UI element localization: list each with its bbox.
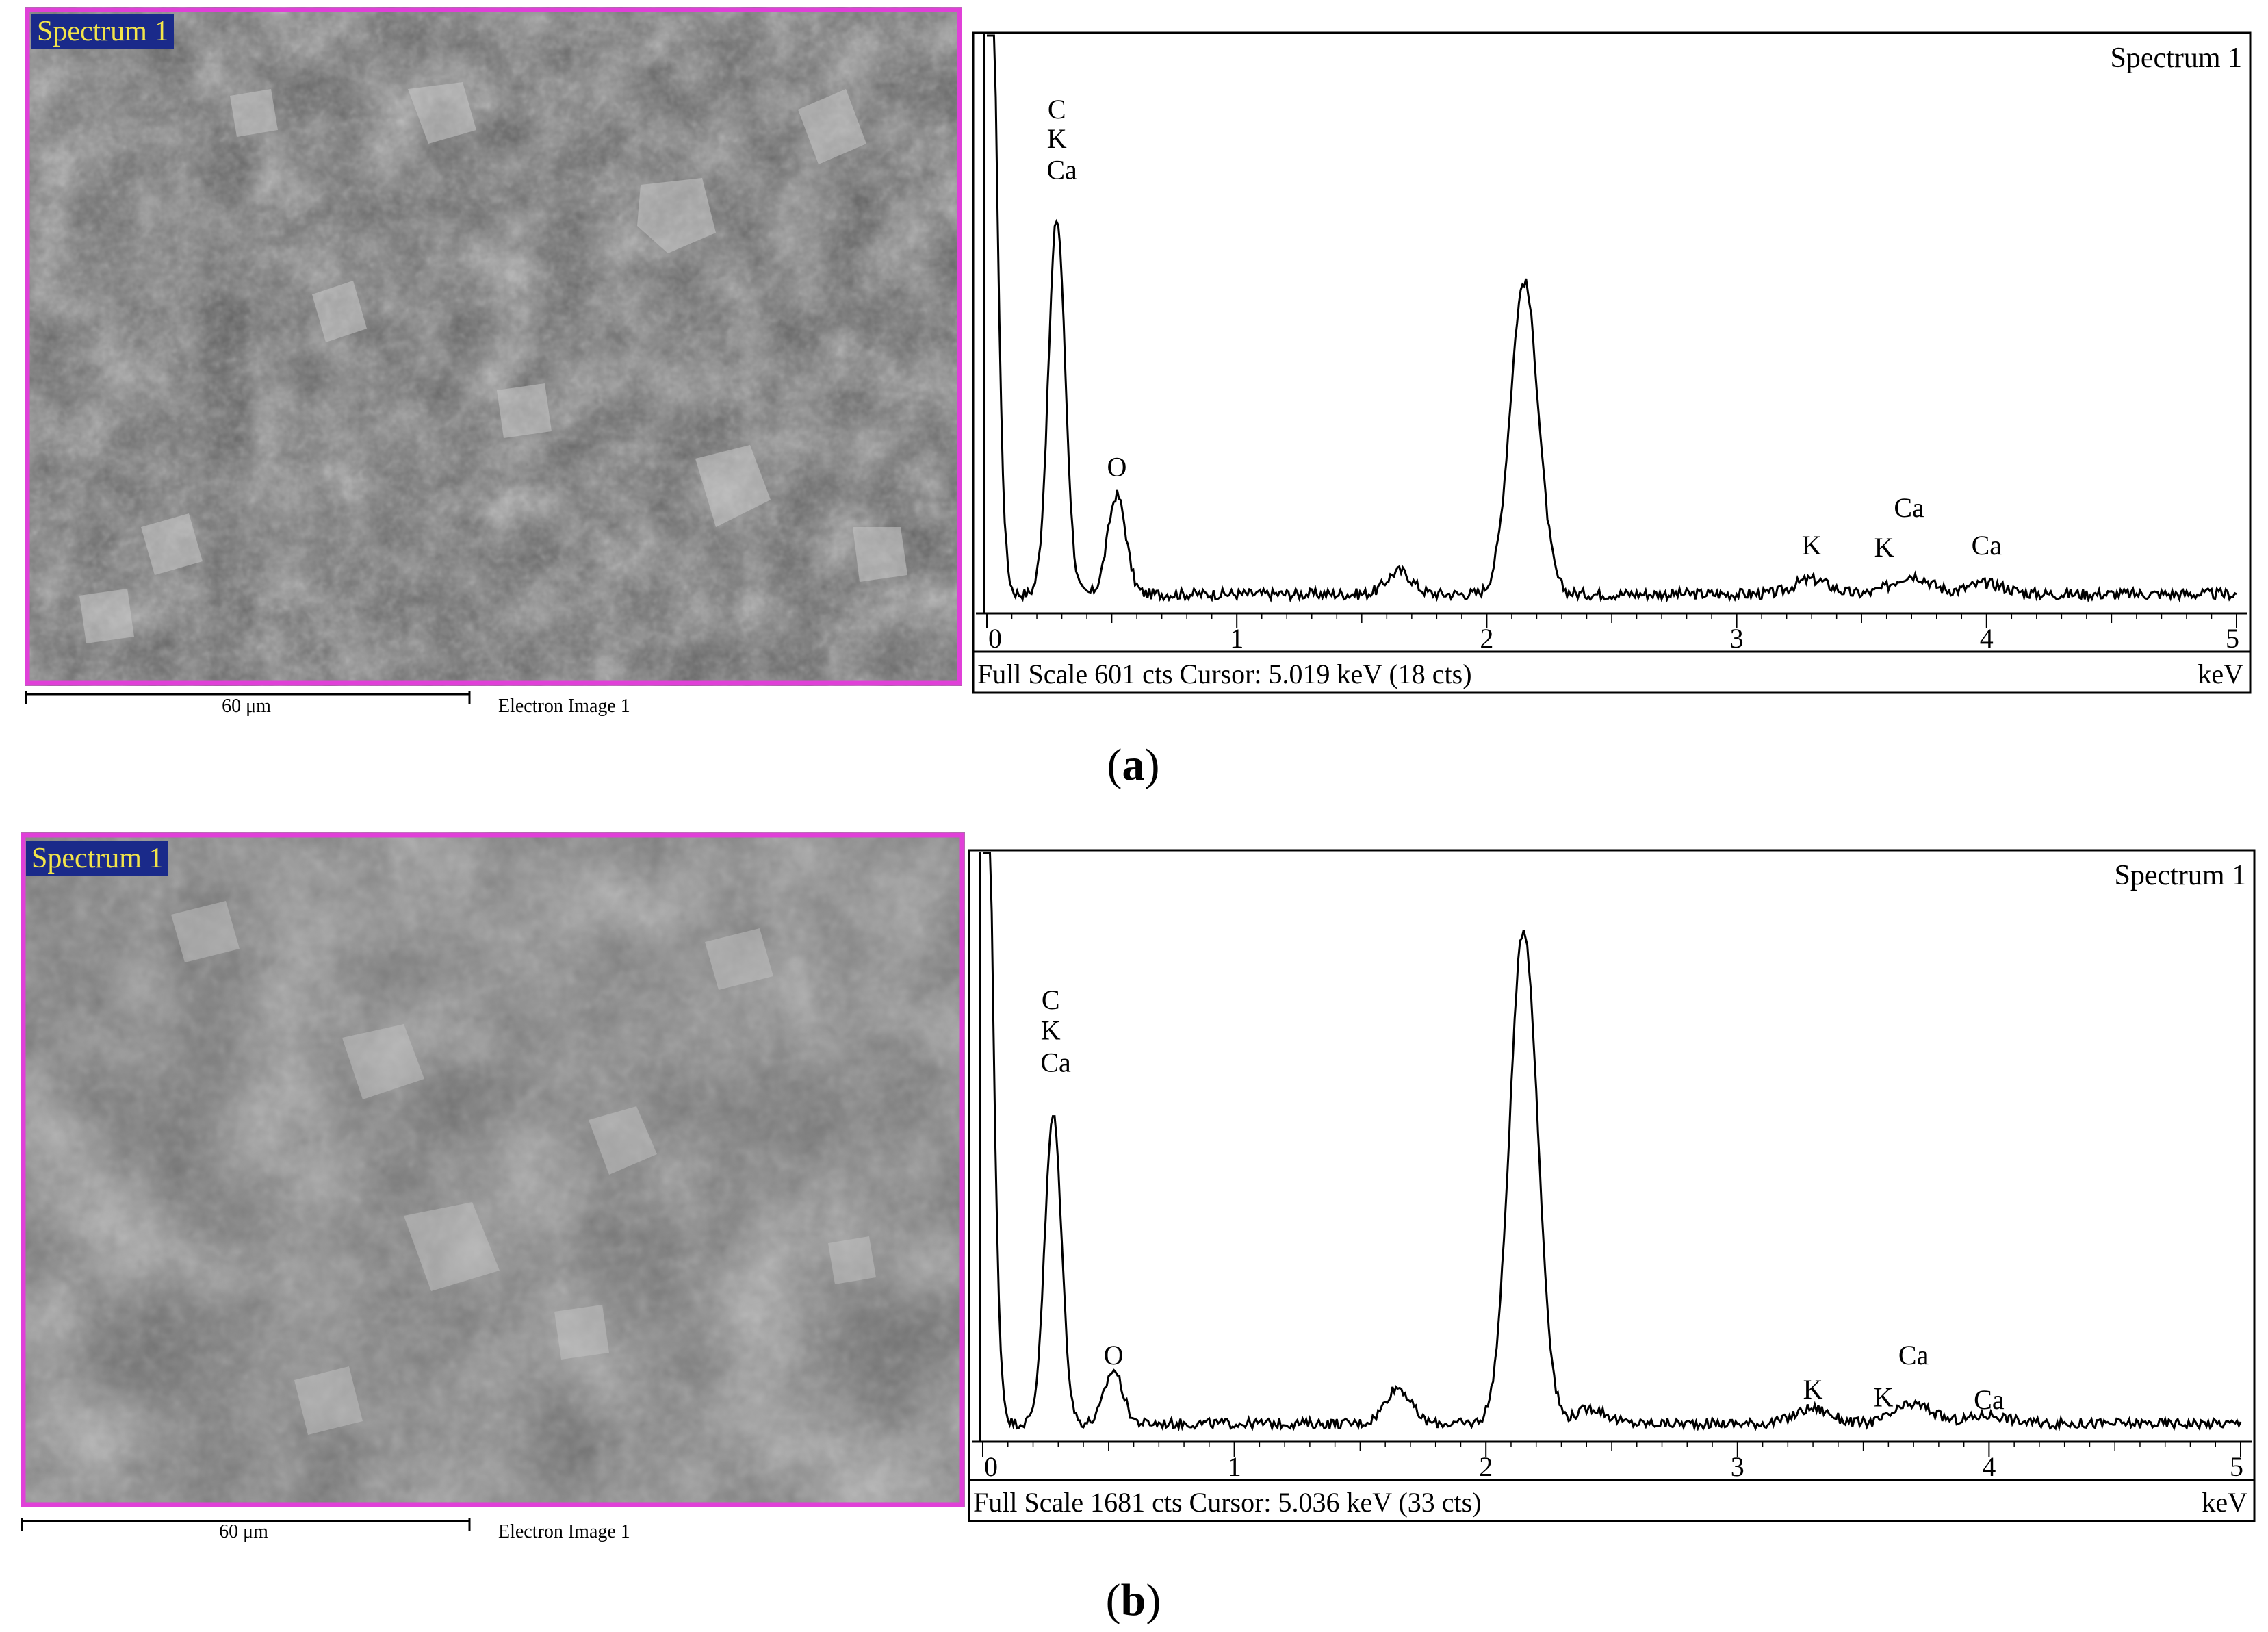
sem-image-b: Spectrum 1 xyxy=(21,832,965,1507)
x-axis-unit: keV xyxy=(2202,1487,2247,1518)
sem-frame-b xyxy=(21,832,965,1507)
x-tick-label: 4 xyxy=(1980,623,1994,654)
sem-image-a: Spectrum 1 xyxy=(25,7,962,686)
peak-label: K xyxy=(1047,123,1067,154)
peak-label: Ca xyxy=(1046,155,1077,186)
x-tick-label: 3 xyxy=(1731,1451,1744,1482)
spectrum-footer: Full Scale 1681 cts Cursor: 5.036 keV (3… xyxy=(973,1487,1482,1518)
spectrum-line xyxy=(983,852,2242,1432)
spectrum-tag-b: Spectrum 1 xyxy=(26,841,169,876)
scale-bar-a xyxy=(25,691,476,712)
figure-label-a: (a) xyxy=(1107,740,1160,790)
image-caption-b: Electron Image 1 xyxy=(498,1521,630,1542)
peak-label: O xyxy=(1104,1340,1124,1370)
x-tick-label: 3 xyxy=(1730,623,1744,654)
spectrum-tag-b-text: Spectrum 1 xyxy=(31,843,164,874)
spectrum-footer: Full Scale 601 cts Cursor: 5.019 keV (18… xyxy=(977,659,1472,689)
x-tick-label: 4 xyxy=(1982,1451,1996,1482)
sem-particles-a xyxy=(79,82,907,643)
spectrum-title: Spectrum 1 xyxy=(2111,42,2242,74)
spectrum-frame xyxy=(968,849,2256,1522)
spectrum-tag-a-text: Spectrum 1 xyxy=(37,16,169,47)
x-tick-label: 2 xyxy=(1479,1451,1493,1482)
spectrum-title: Spectrum 1 xyxy=(2115,860,2246,891)
sem-particles-b xyxy=(171,901,876,1435)
figure-label-b-letter: b xyxy=(1120,1575,1146,1625)
x-tick-label: 0 xyxy=(984,1451,998,1482)
spectrum-line xyxy=(987,34,2237,603)
peak-label: K xyxy=(1874,532,1894,563)
peak-label: Ca xyxy=(1972,530,2002,561)
x-tick-label: 1 xyxy=(1230,623,1243,654)
scale-bar-b xyxy=(21,1518,472,1539)
peak-label: Ca xyxy=(1974,1384,2005,1415)
peak-label: K xyxy=(1803,1374,1823,1405)
spectrum-chart-a: 0 1 2 3 4 5 C K Ca O K Ca K Ca Spectrum 1 Full Scale 60… xyxy=(972,31,2252,694)
sem-frame-a xyxy=(25,7,962,686)
peak-label: K xyxy=(1041,1015,1061,1045)
spectrum-chart-b: 0 1 2 3 4 5 C K Ca O K Ca K Ca Spectrum 1 Full Scale 16… xyxy=(968,849,2256,1522)
image-caption-a: Electron Image 1 xyxy=(498,696,630,717)
scale-text-b: 60 μm xyxy=(219,1521,268,1542)
sem-image-b-svg xyxy=(21,832,965,1507)
x-tick-label: 5 xyxy=(2230,1451,2243,1482)
x-tick-label: 0 xyxy=(988,623,1002,654)
figure-label-b: (b) xyxy=(1105,1575,1161,1625)
peak-label: Ca xyxy=(1040,1047,1071,1078)
figure-label-a-letter: a xyxy=(1122,740,1145,790)
peak-label: C xyxy=(1048,94,1066,125)
spectrum-tag-a: Spectrum 1 xyxy=(31,14,175,49)
scale-text-a: 60 μm xyxy=(222,696,271,717)
peak-label: O xyxy=(1107,452,1126,483)
sem-image-a-svg xyxy=(25,7,962,686)
peak-label: Ca xyxy=(1894,492,1924,523)
spectrum-frame xyxy=(972,31,2252,694)
x-tick-label: 5 xyxy=(2226,623,2239,654)
x-axis-unit: keV xyxy=(2198,659,2243,689)
x-tick-label: 1 xyxy=(1228,1451,1241,1482)
peak-label: K xyxy=(1874,1381,1894,1412)
peak-label: Ca xyxy=(1898,1340,1929,1370)
peak-label: K xyxy=(1802,530,1822,561)
peak-label: C xyxy=(1042,984,1060,1015)
x-tick-label: 2 xyxy=(1480,623,1493,654)
